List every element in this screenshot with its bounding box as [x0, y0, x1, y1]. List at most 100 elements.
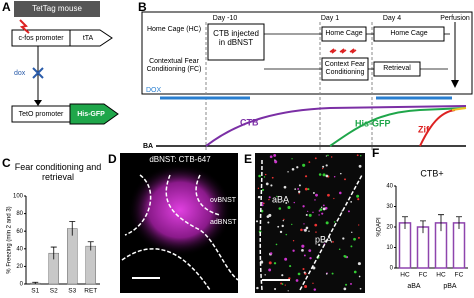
cell — [315, 231, 317, 233]
micrograph — [255, 153, 365, 293]
cell — [308, 249, 312, 252]
cell — [300, 228, 303, 232]
cell — [292, 249, 295, 252]
cell — [267, 221, 270, 224]
drug: DOX — [146, 87, 162, 94]
cell — [327, 193, 330, 197]
title: dBNST: CTB-647 — [149, 155, 211, 164]
cell — [340, 172, 342, 175]
step: Context Fear Conditioning — [324, 61, 366, 76]
cell — [263, 176, 266, 178]
cell — [269, 155, 273, 159]
x-tick-label: FC — [455, 272, 464, 279]
cell — [289, 265, 292, 268]
curve — [205, 105, 467, 147]
title-box — [14, 1, 100, 17]
bolt — [19, 19, 30, 34]
cell — [284, 257, 288, 261]
arrow-head — [451, 80, 459, 88]
promoter: TetO promoter — [19, 111, 64, 118]
cell — [325, 174, 329, 178]
arrow-head — [34, 100, 42, 106]
cell — [343, 287, 347, 291]
gene: tTA — [83, 35, 94, 42]
cell — [298, 190, 301, 194]
panel-label: A — [2, 0, 11, 14]
cell — [270, 184, 273, 187]
error-bar — [420, 220, 426, 234]
cell — [357, 198, 360, 201]
cell — [358, 236, 360, 239]
cell — [325, 221, 329, 225]
cell — [314, 199, 316, 201]
cell — [318, 243, 321, 246]
cell — [341, 210, 343, 212]
cell — [359, 287, 362, 290]
cell — [320, 206, 323, 208]
x-tick-label: S3 — [68, 288, 76, 295]
cell — [304, 175, 308, 178]
drug: dox — [14, 70, 26, 77]
cell — [285, 233, 288, 236]
cell — [281, 283, 284, 285]
y-tick-label: 0 — [20, 282, 24, 288]
promoter: c-fos promoter — [18, 35, 64, 42]
cell — [291, 223, 293, 226]
cell — [303, 229, 305, 231]
y-tick-label: 40 — [16, 246, 23, 252]
y-tick-label: 80 — [16, 211, 23, 217]
region: pBA — [315, 234, 332, 244]
cell — [333, 176, 336, 178]
cell — [360, 155, 362, 157]
cell — [268, 261, 272, 265]
title: TetTag mouse — [32, 4, 82, 13]
region: BA — [143, 143, 153, 150]
cell — [284, 284, 286, 286]
cell — [344, 178, 346, 181]
panel-label: D — [108, 152, 117, 166]
cell — [292, 240, 295, 242]
x-tick-label: S2 — [50, 288, 58, 295]
x-tick-label: S1 — [31, 288, 39, 295]
cell — [264, 274, 266, 276]
cell — [274, 159, 276, 161]
cell — [258, 174, 261, 178]
cell — [309, 256, 312, 260]
cell — [287, 290, 289, 292]
y-tick-label: 60 — [16, 229, 23, 235]
gene-arrow — [69, 29, 113, 47]
x-tick-label: FC — [419, 272, 428, 279]
x-tick-label: HC — [400, 272, 410, 279]
cell — [257, 195, 261, 199]
cell — [273, 153, 277, 157]
cell — [268, 196, 271, 199]
cell — [357, 262, 361, 266]
row-label: Home Cage (HC) — [146, 26, 202, 33]
cell — [350, 282, 352, 285]
stain — [128, 164, 232, 256]
cell — [277, 225, 280, 228]
cell — [333, 197, 335, 200]
cell — [353, 237, 356, 241]
cell — [314, 157, 317, 160]
cell — [291, 167, 295, 171]
cell — [308, 161, 311, 163]
cell — [303, 271, 306, 274]
cell — [274, 287, 277, 291]
region: aBA — [272, 194, 289, 204]
y-tick-label: 30 — [386, 204, 393, 210]
cell — [293, 201, 295, 204]
cell — [321, 167, 324, 170]
curve-label: CTB — [240, 117, 259, 127]
bar — [85, 245, 96, 285]
error-bar — [69, 221, 76, 236]
cell — [279, 230, 283, 234]
chart-title: CTB+ — [420, 168, 443, 178]
cell — [318, 214, 320, 216]
cell — [271, 176, 274, 179]
cell — [345, 283, 348, 286]
x-tick-label: RET — [84, 288, 97, 295]
cell — [312, 211, 314, 214]
cell — [305, 226, 309, 230]
